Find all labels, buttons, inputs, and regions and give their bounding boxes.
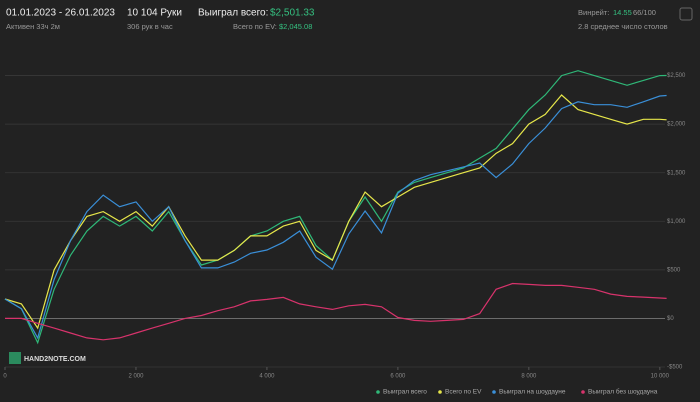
y-tick-label: -$500 bbox=[667, 365, 683, 371]
x-tick-label: 2 000 bbox=[128, 374, 144, 380]
legend-label: Выиграл без шоудауна bbox=[588, 388, 658, 396]
y-tick-label: $1,000 bbox=[667, 219, 686, 225]
hands: 10 104 Руки bbox=[127, 8, 182, 19]
legend-label: Выиграл всего bbox=[383, 389, 427, 396]
y-tick-label: $1,500 bbox=[667, 170, 686, 176]
winrate-label: Винрейт: bbox=[578, 8, 609, 17]
x-tick-label: 6 000 bbox=[390, 374, 406, 380]
won-value: $2,501.33 bbox=[270, 8, 315, 19]
x-tick-label: 4 000 bbox=[259, 374, 275, 380]
ev-value: $2,045.08 bbox=[279, 22, 312, 31]
winrate-value: 14.55 bbox=[613, 8, 632, 17]
y-tick-label: $2,000 bbox=[667, 122, 686, 128]
winrate-unit: 66/100 bbox=[633, 8, 656, 17]
x-tick-label: 0 bbox=[3, 374, 7, 380]
series-line bbox=[4, 94, 667, 330]
legend-dot bbox=[581, 390, 585, 394]
series-line bbox=[5, 282, 667, 341]
x-tick-label: 8 000 bbox=[521, 374, 537, 380]
x-tick-label: 10 000 bbox=[651, 374, 670, 380]
legend-dot bbox=[438, 390, 442, 394]
legend-label: Всего по EV bbox=[445, 389, 482, 396]
period: 01.01.2023 - 26.01.2023 bbox=[6, 8, 115, 19]
y-tick-label: $0 bbox=[667, 316, 674, 322]
series-line bbox=[4, 94, 667, 340]
tables: 2.8 среднее число столов bbox=[578, 22, 668, 31]
legend-dot bbox=[376, 390, 380, 394]
settings-icon[interactable] bbox=[679, 7, 693, 21]
legend-dot bbox=[492, 390, 496, 394]
y-tick-label: $500 bbox=[667, 267, 681, 273]
logo: HAND2NOTE.COM bbox=[24, 356, 86, 363]
active-time: Активен 33ч 2м bbox=[6, 22, 60, 31]
logo-icon bbox=[9, 352, 21, 364]
legend-label: Выиграл на шоудауне bbox=[499, 389, 566, 396]
y-tick-label: $2,500 bbox=[667, 73, 686, 79]
won-label: Выиграл всего: bbox=[198, 8, 268, 19]
ev-label: Всего по EV: bbox=[233, 22, 277, 31]
hands-per-hour: 306 рук в час bbox=[127, 22, 173, 31]
